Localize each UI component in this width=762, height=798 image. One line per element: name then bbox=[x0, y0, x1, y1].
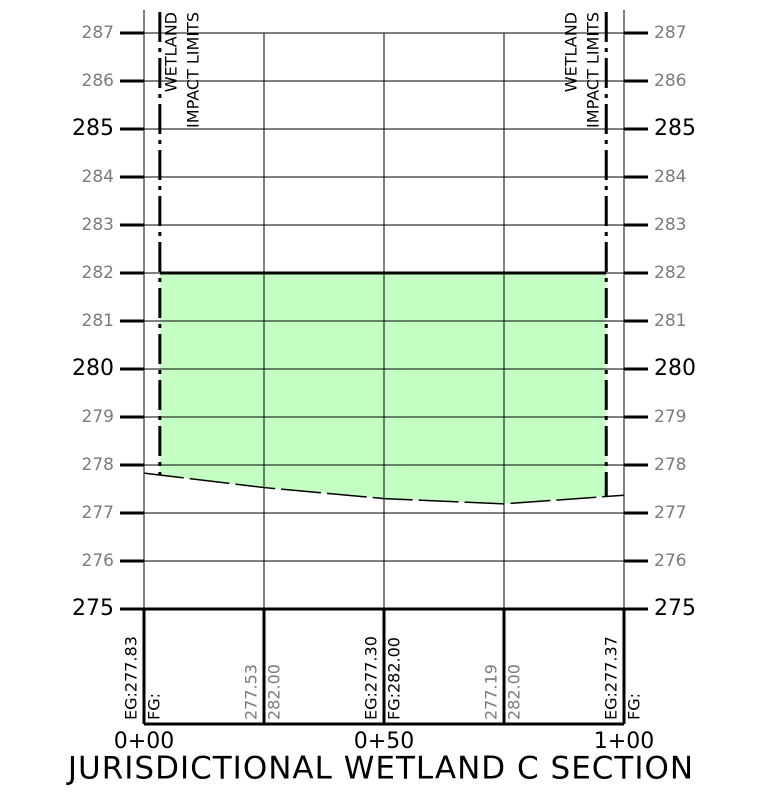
y-tick-label: 277 bbox=[654, 503, 686, 523]
station-label: 277.19 bbox=[482, 664, 501, 720]
y-tick-label: 279 bbox=[654, 407, 686, 427]
chart-title: JURISDICTIONAL WETLAND C SECTION bbox=[66, 751, 694, 787]
station-label: FG: bbox=[625, 693, 644, 720]
y-tick-label: 276 bbox=[654, 551, 686, 571]
x-tick-label: 0+50 bbox=[354, 729, 414, 754]
y-tick-label: 275 bbox=[72, 596, 114, 621]
x-tick-label: 0+00 bbox=[114, 729, 174, 754]
y-tick-label: 279 bbox=[82, 407, 114, 427]
fill-area bbox=[159, 273, 607, 504]
y-tick-label: 275 bbox=[654, 596, 696, 621]
y-tick-label: 286 bbox=[82, 71, 114, 91]
y-tick-label: 280 bbox=[72, 356, 114, 381]
y-tick-label: 287 bbox=[82, 23, 114, 43]
wetland-limit-label: IMPACT LIMITS bbox=[584, 12, 603, 128]
y-tick-label: 278 bbox=[654, 455, 686, 475]
y-tick-label: 287 bbox=[654, 23, 686, 43]
y-tick-label: 282 bbox=[82, 263, 114, 283]
y-tick-label: 281 bbox=[82, 311, 114, 331]
y-tick-label: 278 bbox=[82, 455, 114, 475]
wetland-limit-label: WETLAND bbox=[562, 12, 581, 92]
y-tick-label: 281 bbox=[654, 311, 686, 331]
station-label: EG:277.37 bbox=[602, 636, 621, 720]
station-label: 282.00 bbox=[505, 664, 524, 720]
station-label: FG:282.00 bbox=[385, 637, 404, 720]
y-tick-label: 276 bbox=[82, 551, 114, 571]
station-label: 277.53 bbox=[242, 664, 261, 720]
station-label: EG:277.30 bbox=[362, 636, 381, 720]
wetland-limit-label: IMPACT LIMITS bbox=[183, 12, 202, 128]
y-tick-label: 285 bbox=[72, 116, 114, 141]
y-tick-label: 285 bbox=[654, 116, 696, 141]
y-tick-label: 286 bbox=[654, 71, 686, 91]
y-tick-label: 283 bbox=[654, 215, 686, 235]
eg-line bbox=[143, 472, 625, 505]
y-tick-label: 284 bbox=[654, 167, 686, 187]
y-tick-label: 282 bbox=[654, 263, 686, 283]
station-label: FG: bbox=[145, 693, 164, 720]
station-label: EG:277.83 bbox=[122, 636, 141, 720]
y-tick-label: 283 bbox=[82, 215, 114, 235]
y-tick-label: 284 bbox=[82, 167, 114, 187]
y-tick-label: 277 bbox=[82, 503, 114, 523]
wetland-limit-label: WETLAND bbox=[161, 12, 180, 92]
station-label: 282.00 bbox=[265, 664, 284, 720]
x-tick-label: 1+00 bbox=[594, 729, 654, 754]
y-tick-label: 280 bbox=[654, 356, 696, 381]
